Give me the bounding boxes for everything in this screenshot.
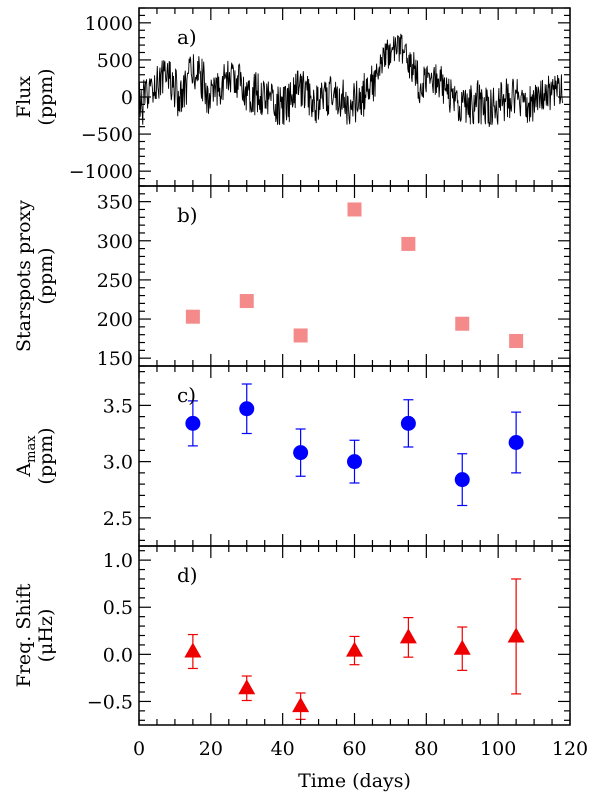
x-tick-label: 20 (199, 738, 223, 760)
y-axis-title-line2: (ppm) (35, 68, 57, 125)
y-tick-label: 0.0 (103, 644, 133, 666)
data-point (184, 642, 202, 658)
y-axis-title-line2: (ppm) (35, 247, 57, 304)
plot-frame (138, 545, 571, 726)
data-point (293, 328, 308, 343)
y-tick-label: 1000 (85, 13, 133, 35)
y-tick-label: 0.5 (103, 597, 133, 619)
y-tick-label: −0.5 (87, 691, 133, 713)
y-axis-title-line1: Freq. Shift (13, 583, 35, 687)
x-tick-label: 40 (271, 738, 295, 760)
y-tick-label: 300 (97, 231, 133, 253)
x-tick-label: 0 (133, 738, 145, 760)
y-tick-label: 250 (97, 270, 133, 292)
data-point (509, 333, 524, 348)
data-point (185, 415, 201, 431)
panel-label: c) (177, 383, 196, 407)
y-axis-title-line1: Starspots proxy (13, 200, 35, 352)
data-point (455, 316, 470, 331)
y-tick-label: 350 (97, 192, 133, 214)
x-tick-label: 80 (414, 738, 438, 760)
data-point (454, 472, 470, 488)
y-tick-label: 3.0 (103, 452, 133, 474)
data-point (239, 294, 254, 309)
y-tick-label: 0 (121, 87, 133, 109)
x-tick-label: 60 (342, 738, 366, 760)
data-point (508, 435, 524, 450)
y-tick-label: −1000 (69, 161, 133, 183)
y-tick-label: 200 (97, 309, 133, 331)
data-point (293, 445, 309, 461)
data-point (507, 627, 525, 643)
data-point (238, 679, 256, 695)
data-point (347, 202, 362, 217)
panel-label: a) (177, 25, 197, 49)
data-point (346, 641, 363, 657)
y-axis-title-line1: Flux (13, 76, 35, 118)
data-point (292, 697, 310, 713)
panel-a: −1000 −500 0 500 1000 a) Flux (ppm) (13, 7, 571, 187)
y-tick-label: 2.5 (103, 508, 133, 530)
x-tick-label: 100 (480, 738, 516, 760)
panel-d: −0.5 0.0 0.5 1.0 0 20 40 60 80 100 120 d) Freq. Shif… (13, 545, 588, 792)
y-tick-label: 150 (97, 348, 133, 370)
panel-c: 2.5 3.0 3.5 c) Amax(ppm) (13, 365, 571, 547)
data-point (185, 309, 200, 324)
panel-label: b) (177, 203, 198, 227)
y-axis-title-line1: Amax (13, 435, 39, 478)
y-tick-label: 500 (97, 50, 133, 72)
panel-b: 150 200 250 300 350 b) Starspots proxy (ppm) (13, 185, 571, 370)
x-tick-label: 120 (552, 738, 588, 760)
y-axis-title-line2: (ppm) (35, 427, 57, 484)
y-tick-label: 1.0 (103, 550, 133, 572)
y-tick-label: −500 (81, 124, 133, 146)
panel-label: d) (177, 563, 198, 587)
data-point (347, 454, 362, 470)
data-point (239, 401, 255, 417)
data-point (453, 639, 471, 655)
x-axis-title: Time (days) (298, 770, 411, 792)
y-axis-title-line2: (μHz) (35, 609, 57, 663)
data-point (399, 628, 417, 644)
y-tick-label: 3.5 (103, 395, 133, 417)
data-point (401, 236, 416, 251)
series-light-curve (139, 33, 563, 127)
data-point (400, 415, 416, 431)
